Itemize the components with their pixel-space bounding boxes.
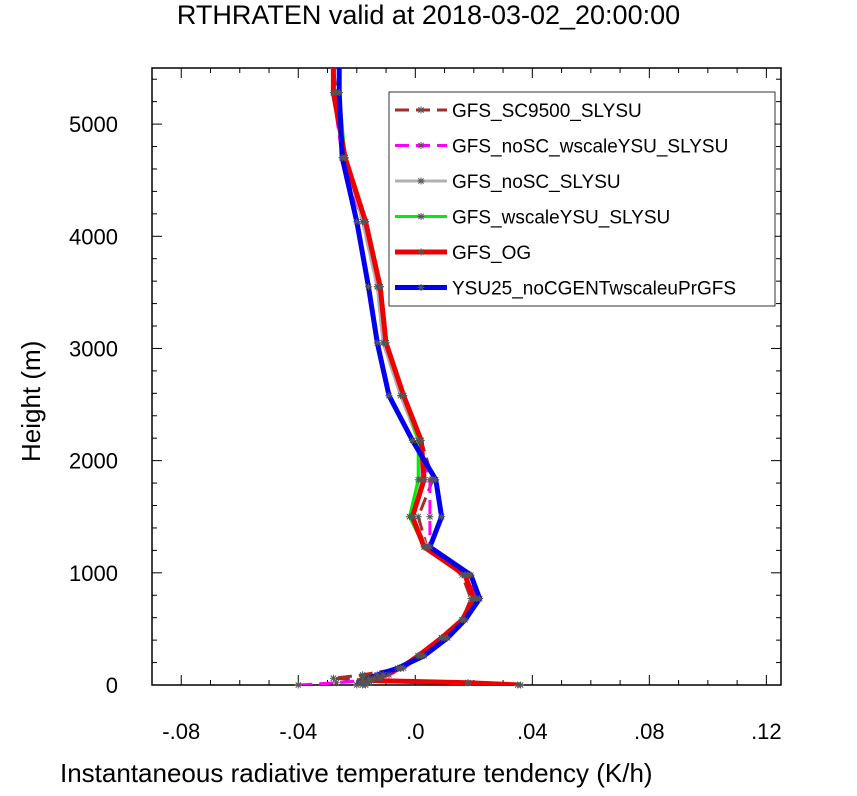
data-point-marker	[408, 436, 416, 444]
data-point-marker	[443, 634, 451, 642]
data-point-marker	[417, 436, 425, 444]
data-point-marker	[476, 595, 484, 603]
data-point-marker	[362, 218, 370, 226]
x-tick-label: .04	[517, 719, 548, 744]
y-axis-label: Height (m)	[16, 340, 46, 462]
data-point-marker	[414, 652, 422, 660]
data-point-marker	[364, 283, 372, 291]
data-point-marker	[394, 664, 402, 672]
y-tick-label: 4000	[69, 224, 118, 249]
data-point-marker	[408, 513, 416, 521]
data-point-marker	[420, 652, 428, 660]
data-point-marker	[364, 674, 372, 682]
data-point-marker	[467, 571, 475, 579]
x-axis-label: Instantaneous radiative temperature tend…	[60, 758, 653, 788]
chart-title: RTHRATEN valid at 2018-03-02_20:00:00	[176, 0, 681, 30]
data-point-marker	[373, 339, 381, 347]
legend-marker	[417, 248, 425, 256]
data-point-marker	[335, 89, 343, 97]
legend-label: GFS_OG	[452, 243, 531, 264]
data-point-marker	[373, 671, 381, 679]
data-point-marker	[414, 513, 422, 521]
data-point-marker	[338, 154, 346, 162]
data-point-marker	[379, 671, 387, 679]
legend-marker	[417, 177, 425, 185]
data-point-marker	[464, 679, 472, 687]
data-point-marker	[329, 89, 337, 97]
legend-marker	[417, 213, 425, 220]
data-point-marker	[385, 671, 393, 679]
x-tick-label: -.04	[279, 719, 317, 744]
data-point-marker	[294, 681, 302, 689]
data-point-marker	[426, 513, 434, 521]
data-point-marker	[517, 681, 525, 689]
legend-label: GFS_noSC_SLYSU	[452, 172, 621, 193]
legend-label: GFS_wscaleYSU_SLYSU	[452, 208, 670, 229]
data-point-marker	[420, 476, 428, 484]
data-point-marker	[332, 679, 340, 687]
data-point-marker	[426, 543, 434, 551]
legend-box	[388, 91, 776, 307]
data-point-marker	[359, 677, 367, 685]
data-point-marker	[426, 476, 434, 484]
data-point-marker	[414, 476, 422, 484]
data-point-marker	[400, 392, 408, 400]
y-tick-label: 0	[106, 673, 118, 698]
x-tick-label: .0	[406, 719, 424, 744]
data-point-marker	[470, 595, 478, 603]
y-tick-label: 2000	[69, 449, 118, 474]
x-tick-label: -.08	[162, 719, 200, 744]
y-tick-label: 5000	[69, 112, 118, 137]
x-tick-label: .12	[751, 719, 782, 744]
data-point-marker	[461, 571, 469, 579]
legend-label: GFS_noSC_wscaleYSU_SLYSU	[452, 137, 728, 158]
y-tick-label: 3000	[69, 336, 118, 361]
y-tick-label: 1000	[69, 561, 118, 586]
data-point-marker	[438, 634, 446, 642]
data-point-marker	[376, 674, 384, 682]
data-point-marker	[329, 674, 337, 682]
legend-marker	[417, 142, 425, 149]
data-point-marker	[461, 616, 469, 624]
data-point-marker	[385, 392, 393, 400]
data-point-marker	[353, 218, 361, 226]
legend-label: GFS_SC9500_SLYSU	[452, 101, 642, 122]
legend-label: YSU25_noCGENTwscaleuPrGFS	[452, 279, 736, 300]
legend-marker	[417, 106, 425, 114]
data-point-marker	[420, 543, 428, 551]
data-point-marker	[382, 339, 390, 347]
data-point-marker	[376, 283, 384, 291]
legend-marker	[417, 284, 425, 291]
data-point-marker	[438, 513, 446, 521]
data-point-marker	[432, 476, 440, 484]
x-tick-label: .08	[634, 719, 665, 744]
